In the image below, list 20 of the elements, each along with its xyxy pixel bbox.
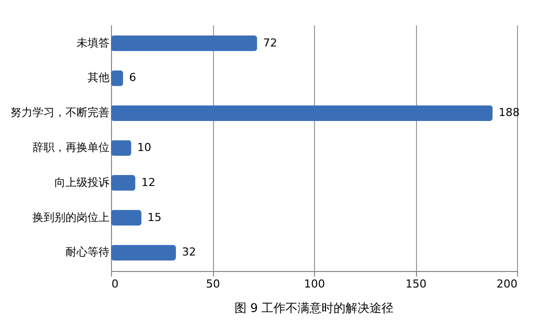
y-tick-label: 其他 bbox=[88, 71, 110, 84]
x-tick-label: 0 bbox=[112, 278, 118, 290]
y-tick-label: 努力学习，不断完善 bbox=[10, 106, 110, 120]
x-tick-label: 200 bbox=[496, 278, 518, 290]
y-tick-label: 未填答 bbox=[76, 36, 110, 50]
data-label: 32 bbox=[182, 246, 196, 259]
y-tick-label: 换到别的岗位上 bbox=[32, 210, 110, 224]
data-label: 6 bbox=[129, 71, 136, 84]
y-tick-label: 耐心等待 bbox=[66, 246, 110, 259]
data-label: 188 bbox=[498, 106, 520, 120]
data-label: 15 bbox=[147, 210, 162, 224]
y-tick-label: 辞职，再换单位 bbox=[32, 141, 110, 154]
y-tick-label: 向上级投诉 bbox=[54, 176, 110, 189]
text: 图 9 工作不满意时的解决途径 bbox=[234, 301, 394, 315]
x-tick-label: 100 bbox=[304, 278, 325, 290]
data-label: 10 bbox=[137, 141, 152, 154]
data-label: 12 bbox=[141, 176, 156, 189]
data-label: 72 bbox=[263, 36, 278, 50]
x-tick-label: 50 bbox=[206, 278, 220, 290]
x-tick-label: 150 bbox=[406, 278, 426, 290]
